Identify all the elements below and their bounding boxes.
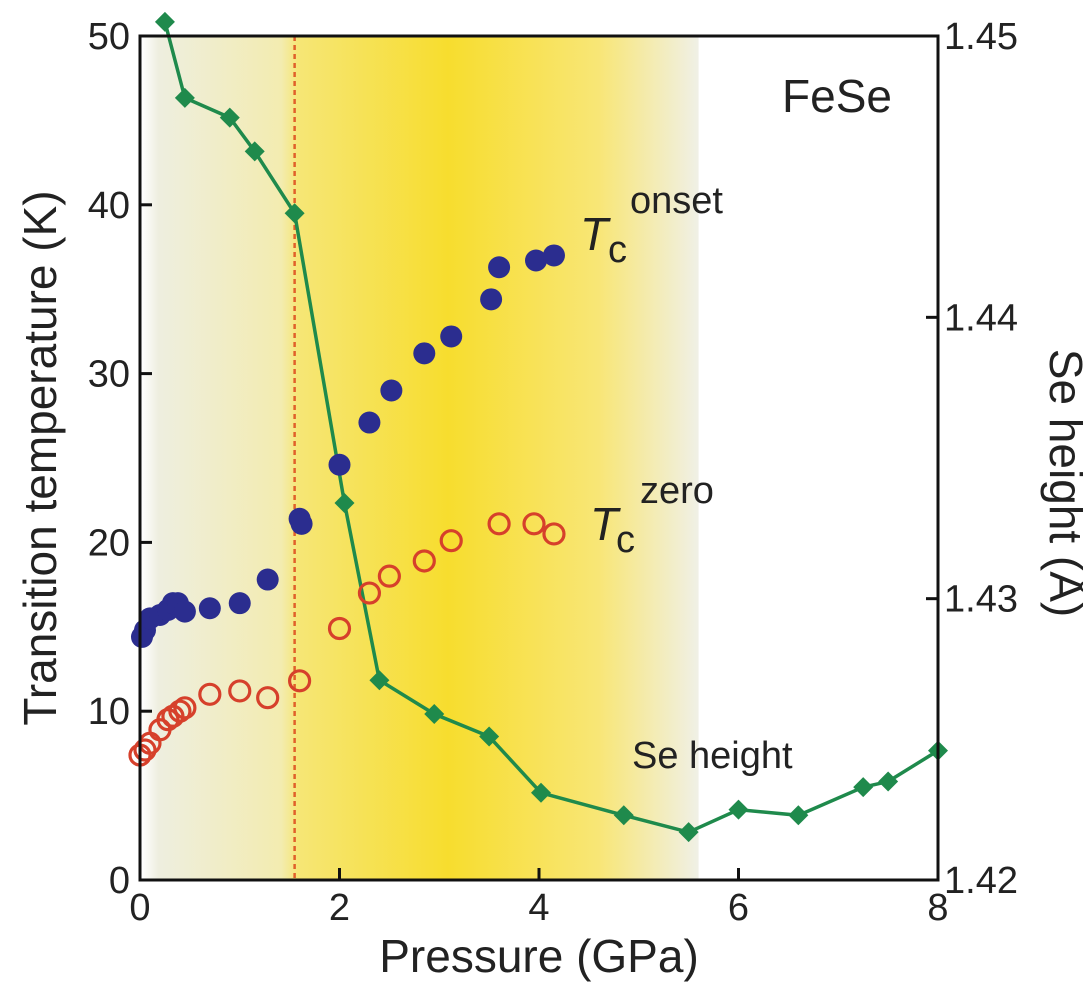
tc-onset-point-14 — [358, 411, 381, 434]
chart-annotation-fese: FeSe — [782, 70, 892, 122]
tc-onset-point-15 — [380, 379, 403, 402]
se-height-point-4 — [284, 203, 305, 224]
tc-onset-point-9 — [228, 592, 251, 615]
tc-zero-point-14 — [377, 564, 401, 588]
se-height-point-14 — [853, 777, 874, 798]
se-height-point-12 — [728, 799, 749, 820]
tc-zero-point-13 — [357, 581, 382, 605]
se-height-point-2 — [219, 107, 240, 128]
tc-onset-point-17 — [440, 325, 463, 348]
tc-zero-label: T c zero — [590, 470, 714, 561]
x-tick-label-1: 2 — [329, 887, 350, 929]
tc-zero-point-8 — [198, 682, 222, 706]
tc-zero-point-7 — [173, 696, 197, 720]
tc-zero-label-sub: c — [616, 519, 635, 561]
tc-zero-label-main: T — [590, 498, 621, 550]
tc-onset-point-13 — [328, 453, 351, 476]
tc-zero-point-12 — [327, 616, 352, 641]
tc-zero-point-18 — [522, 512, 546, 536]
se-height-point-0 — [154, 11, 175, 32]
tc-onset-label: T c onset — [580, 180, 723, 271]
tc-zero-point-19 — [542, 522, 566, 546]
tc-onset-point-18 — [480, 288, 503, 311]
y-right-tick-label-1: 1.43 — [944, 579, 1018, 621]
y-right-tick-label-3: 1.45 — [944, 16, 1018, 58]
y-left-tick-label-0: 0 — [109, 860, 130, 902]
pressure-band — [142, 36, 699, 880]
tc-onset-label-sub: c — [608, 229, 627, 271]
tc-onset-point-10 — [256, 568, 279, 591]
se-height-label: Se height — [632, 735, 793, 777]
tc-onset-point-21 — [542, 244, 565, 267]
se-height-point-6 — [369, 670, 390, 691]
tc-zero-label-sup: zero — [640, 470, 714, 512]
x-tick-label-0: 0 — [129, 887, 150, 929]
y-right-tick-label-0: 1.42 — [944, 860, 1018, 902]
se-height-point-8 — [479, 726, 500, 747]
y-left-tick-label-3: 30 — [88, 354, 130, 396]
se-height-point-10 — [613, 805, 634, 826]
tc-zero-point-16 — [439, 529, 463, 553]
y-left-tick-label-1: 10 — [88, 691, 130, 733]
tc-onset-point-19 — [488, 256, 511, 279]
tc-onset-label-sup: onset — [630, 180, 723, 222]
y-left-axis-title: Transition temperature (K) — [14, 190, 66, 725]
se-height-point-15 — [878, 771, 899, 792]
y-right-axis-title: Se height (Å) — [1040, 349, 1083, 617]
y-right-tick-label-2: 1.44 — [944, 297, 1018, 339]
x-tick-label-3: 6 — [728, 887, 749, 929]
y-left-tick-label-5: 50 — [88, 16, 130, 58]
tc-zero-point-11 — [288, 669, 312, 693]
se-height-point-7 — [424, 704, 445, 725]
tick-layer: 0 2 4 6 8 0 10 20 30 40 50 1.42 1.43 1.44 1.45 — [88, 16, 1018, 929]
tc-onset-label-main: T — [580, 208, 611, 260]
tc-zero-point-9 — [228, 679, 252, 703]
tc-onset-point-16 — [413, 342, 436, 365]
tc-onset-point-12 — [290, 512, 313, 535]
se-height-point-9 — [530, 782, 551, 803]
tc-zero-point-15 — [412, 549, 436, 573]
tc-zero-point-17 — [487, 512, 511, 536]
se-height-point-1 — [174, 87, 195, 108]
x-tick-label-2: 4 — [528, 887, 549, 929]
x-axis-title: Pressure (GPa) — [379, 930, 699, 982]
x-tick-label-4: 8 — [927, 887, 948, 929]
tc-zero-point-6 — [168, 699, 192, 723]
tc-onset-point-7 — [173, 600, 196, 623]
se-height-point-13 — [788, 805, 809, 826]
se-height-point-3 — [244, 141, 265, 162]
y-left-tick-label-2: 20 — [88, 522, 130, 564]
se-height-point-5 — [334, 493, 355, 514]
tc-onset-point-20 — [525, 249, 548, 272]
tc-onset-point-8 — [198, 597, 221, 620]
tc-zero-point-10 — [256, 686, 280, 710]
y-left-tick-label-4: 40 — [88, 185, 130, 227]
se-height-point-11 — [678, 822, 699, 843]
